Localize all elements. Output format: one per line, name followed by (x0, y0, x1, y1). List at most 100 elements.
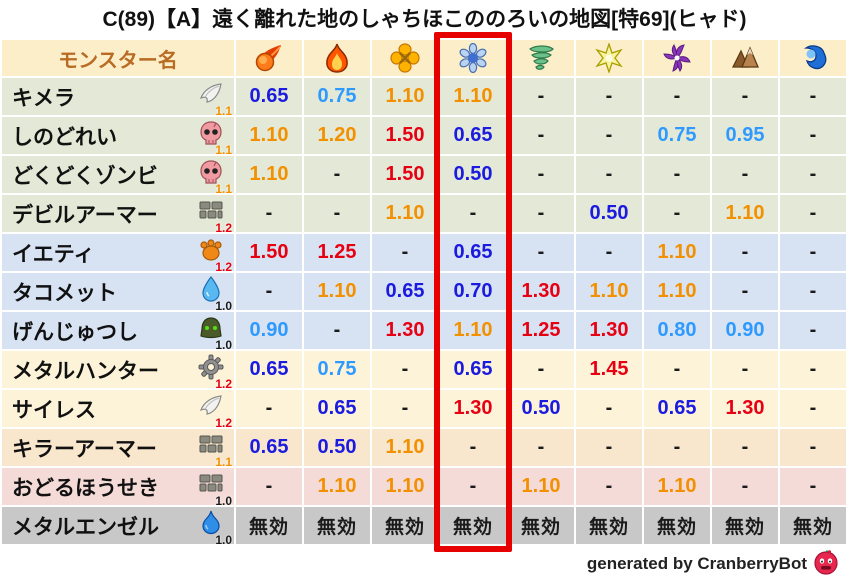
resistance-cell: 0.50 (576, 195, 642, 232)
monster-row: キラーアーマー 1.1 0.65 0.50 1.10- - - - - - (2, 429, 846, 466)
element-header-explosion-io-icon (372, 40, 438, 76)
resistance-cell: 0.70 (440, 273, 506, 310)
resistance-cell: 1.50 (236, 234, 302, 271)
resistance-cell: - (644, 351, 710, 388)
resistance-cell: - (712, 468, 778, 505)
rate-badge: 1.1 (215, 181, 232, 194)
page-title: C(89)【A】遠く離れた地のしゃちほこののろいの地図[特69](ヒャド) (102, 8, 747, 31)
element-header-wave-water-icon (780, 40, 846, 76)
resistance-cell: - (576, 78, 642, 115)
resistance-cell: - (576, 390, 642, 427)
resistance-cell: - (440, 468, 506, 505)
resistance-cell: - (440, 429, 506, 466)
resistance-table: モンスター名 キメラ 1.1 0.65 0.75 1.10 1.10- - - - - しのどれい 1… (0, 38, 848, 546)
element-header-snowflake-hyado-icon (440, 40, 506, 76)
resistance-cell: 1.10 (236, 117, 302, 154)
resistance-cell: - (236, 195, 302, 232)
flame-gira-icon (322, 43, 352, 73)
rate-badge: 1.2 (215, 259, 232, 272)
resistance-cell: 0.90 (712, 312, 778, 349)
resistance-cell: 1.30 (372, 312, 438, 349)
resistance-cell: 0.75 (644, 117, 710, 154)
resistance-cell: 0.75 (304, 78, 370, 115)
resistance-cell: - (508, 117, 574, 154)
resistance-cell: - (576, 117, 642, 154)
rate-badge: 1.1 (215, 454, 232, 467)
resistance-cell: - (508, 429, 574, 466)
resistance-cell: - (644, 195, 710, 232)
resistance-cell: - (644, 156, 710, 193)
monster-name-cell: タコメット 1.0 (2, 273, 234, 310)
resistance-cell: 無効 (236, 507, 302, 544)
rate-badge: 1.2 (215, 220, 232, 233)
resistance-cell: - (372, 234, 438, 271)
resistance-cell: - (712, 273, 778, 310)
resistance-cell: 無効 (508, 507, 574, 544)
resistance-cell: 1.10 (372, 429, 438, 466)
resistance-cell: 0.50 (304, 429, 370, 466)
rate-badge: 1.0 (215, 493, 232, 506)
monster-name-cell: おどるほうせき 1.0 (2, 468, 234, 505)
resistance-cell: - (712, 351, 778, 388)
resistance-cell: 0.65 (236, 78, 302, 115)
resistance-cell: - (712, 234, 778, 271)
resistance-cell: 無効 (440, 507, 506, 544)
fireball-mera-icon (254, 45, 284, 72)
monster-name: デビルアーマー (12, 203, 158, 227)
credit-text: generated by CranberryBot (586, 554, 807, 573)
resistance-cell: - (780, 156, 846, 193)
monster-name: げんじゅつし (12, 320, 138, 344)
monster-name: どくどくゾンビ (12, 164, 158, 188)
monster-name: おどるほうせき (12, 476, 159, 500)
monster-name-cell: どくどくゾンビ 1.1 (2, 156, 234, 193)
resistance-cell: 無効 (712, 507, 778, 544)
resistance-cell: - (712, 156, 778, 193)
resistance-cell: 1.10 (440, 78, 506, 115)
resistance-cell: 0.65 (644, 390, 710, 427)
element-header-fireball-mera-icon (236, 40, 302, 76)
resistance-cell: - (304, 312, 370, 349)
resistance-cell: 無効 (644, 507, 710, 544)
resistance-cell: - (576, 156, 642, 193)
resistance-cell: 無効 (304, 507, 370, 544)
monster-name: タコメット (12, 281, 117, 305)
resistance-cell: 1.10 (304, 468, 370, 505)
resistance-cell: 1.10 (372, 195, 438, 232)
resistance-cell: - (712, 78, 778, 115)
resistance-cell: 0.65 (440, 351, 506, 388)
element-header-starburst-dein-icon (576, 40, 642, 76)
resistance-cell: - (780, 195, 846, 232)
monster-row: タコメット 1.0-1.10 0.65 0.70 1.30 1.10 1.10- - (2, 273, 846, 310)
explosion-io-icon (390, 43, 420, 73)
resistance-cell: - (372, 351, 438, 388)
monster-name: キメラ (12, 86, 75, 110)
resistance-cell: - (780, 234, 846, 271)
resistance-cell: - (780, 390, 846, 427)
resistance-cell: 0.65 (372, 273, 438, 310)
tornado-bagi-icon (526, 45, 556, 70)
resistance-cell: - (508, 195, 574, 232)
resistance-cell: 1.10 (372, 78, 438, 115)
monster-name-cell: キメラ 1.1 (2, 78, 234, 115)
monster-name-cell: キラーアーマー 1.1 (2, 429, 234, 466)
monster-row: イエティ 1.2 1.50 1.25-0.65- -1.10- - (2, 234, 846, 271)
monster-name: メタルハンター (12, 359, 159, 383)
rate-badge: 1.2 (215, 415, 232, 428)
monster-row: サイレス 1.2-0.65-1.30 0.50-0.65 1.30- (2, 390, 846, 427)
cranberry-icon (813, 549, 839, 580)
monster-name-cell: イエティ 1.2 (2, 234, 234, 271)
resistance-cell: - (576, 234, 642, 271)
resistance-cell: - (780, 351, 846, 388)
resistance-cell: 1.30 (508, 273, 574, 310)
monster-name: しのどれい (12, 125, 117, 149)
monster-row: キメラ 1.1 0.65 0.75 1.10 1.10- - - - - (2, 78, 846, 115)
element-header-tornado-bagi-icon (508, 40, 574, 76)
resistance-cell: 1.10 (576, 273, 642, 310)
rate-badge: 1.1 (215, 103, 232, 116)
resistance-cell: 1.10 (236, 156, 302, 193)
monster-name-cell: しのどれい 1.1 (2, 117, 234, 154)
rate-badge: 1.1 (215, 142, 232, 155)
resistance-cell: 1.30 (440, 390, 506, 427)
resistance-cell: - (304, 195, 370, 232)
monster-name: イエティ (12, 242, 95, 266)
